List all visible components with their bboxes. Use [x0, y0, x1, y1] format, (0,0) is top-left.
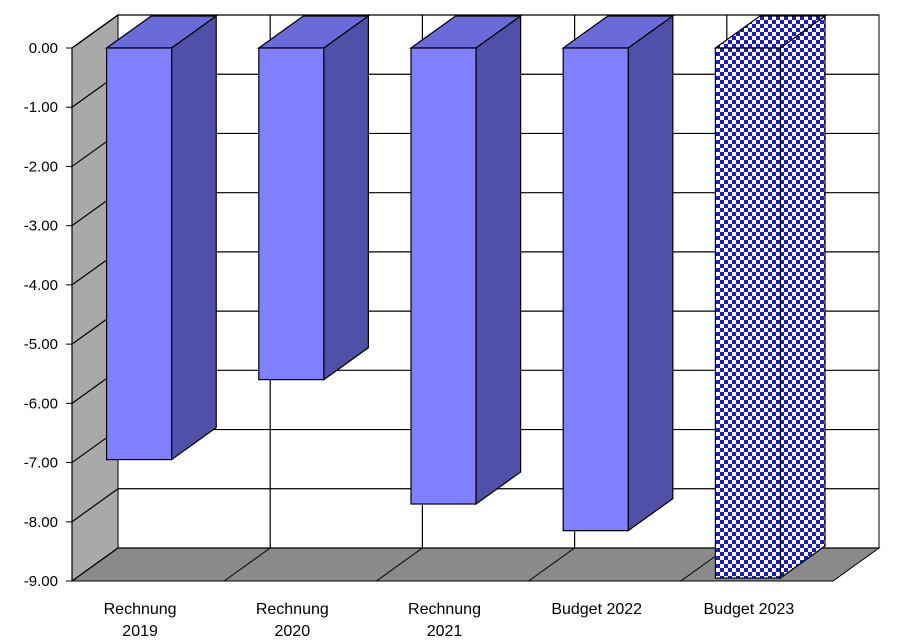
category-label: 2020	[275, 623, 311, 640]
bar-front-face	[258, 47, 325, 381]
y-axis: 0.00 -1.00 -2.00 -3.00 -4.00 -5.00 -6.00 -7.00 -…	[24, 14, 119, 590]
bar-side-face	[323, 14, 370, 381]
category-label: Rechnung	[408, 601, 481, 618]
bar-front-face	[714, 47, 782, 579]
category-label: Rechnung	[104, 601, 177, 618]
bar-side-face	[779, 14, 826, 580]
y-tick-label: -4.00	[24, 277, 58, 294]
y-tick-label: -6.00	[24, 395, 58, 412]
y-tick-label: 0.00	[29, 40, 58, 57]
bar	[409, 14, 523, 506]
y-tick-label: -1.00	[24, 99, 58, 116]
bar	[713, 14, 827, 580]
category-label: Budget 2022	[551, 601, 642, 618]
y-tick-label: -7.00	[24, 455, 58, 472]
category-label: Budget 2023	[704, 601, 795, 618]
bars	[104, 14, 827, 580]
bar-side-face	[171, 14, 217, 461]
bar-front-face	[562, 47, 629, 532]
y-tick-label: -9.00	[24, 573, 58, 590]
category-label: 2021	[427, 623, 463, 640]
category-label: Rechnung	[256, 601, 329, 618]
bar	[256, 14, 371, 381]
y-tick-label: -2.00	[24, 158, 58, 175]
y-tick-label: -8.00	[24, 514, 58, 531]
y-tick-label: -5.00	[24, 336, 58, 353]
x-axis-line	[71, 14, 119, 49]
floor-divider	[376, 547, 423, 582]
category-label: 2019	[122, 623, 158, 640]
y-tick-label: -3.00	[24, 218, 58, 235]
bar-side-face	[475, 14, 522, 506]
bar-front-face	[410, 47, 477, 505]
bar-front-face	[105, 47, 173, 461]
gridline	[71, 547, 879, 582]
bar	[561, 14, 675, 532]
floor-divider	[528, 547, 575, 582]
bar-side-face	[627, 14, 674, 532]
floor-divider	[223, 547, 271, 582]
bar	[104, 14, 219, 461]
category-labels: Rechnung 2019 Rechnung 2020 Rechnung 2021 Budg…	[104, 601, 795, 640]
